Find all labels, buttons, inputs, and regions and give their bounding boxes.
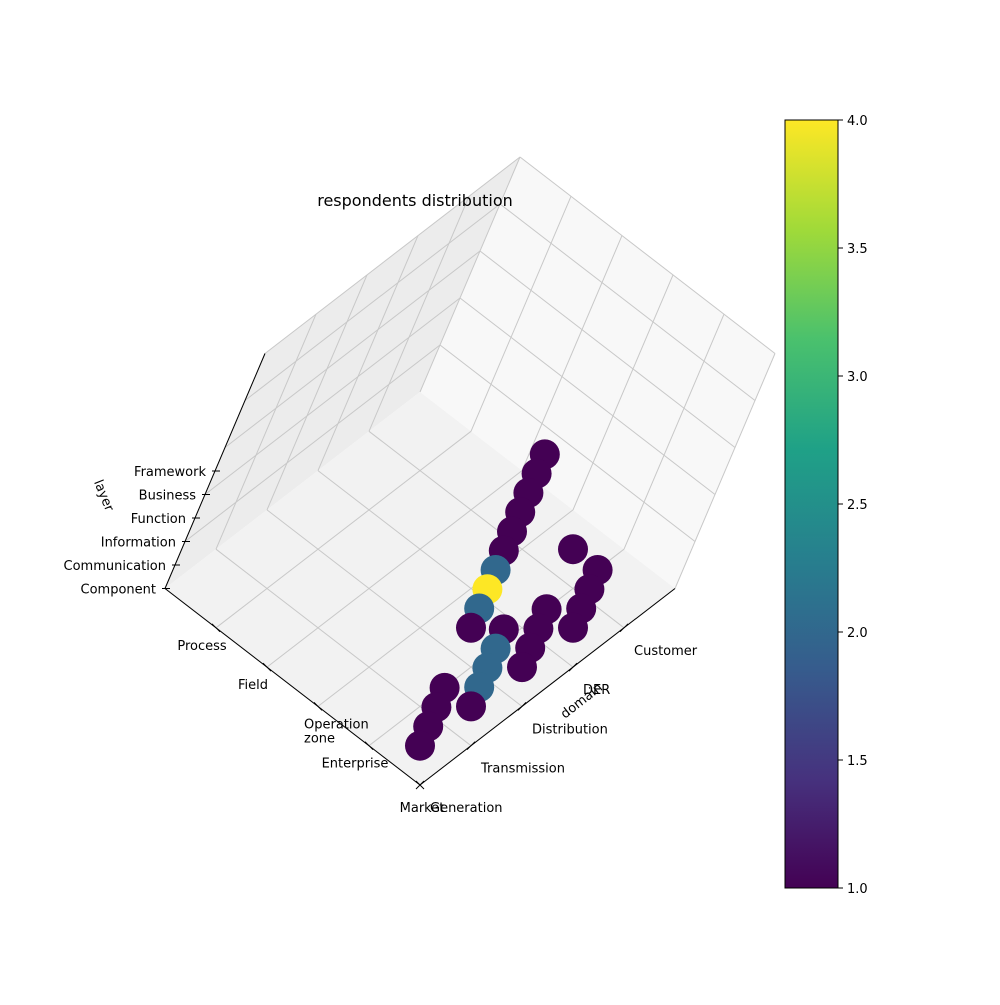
layer-tick-label: Function bbox=[131, 512, 186, 527]
data-point bbox=[405, 730, 435, 761]
back-pane-right bbox=[420, 157, 775, 589]
domain-tick-label: Transmission bbox=[480, 762, 565, 777]
zone-axis-tick bbox=[211, 623, 221, 633]
floor-grid-line bbox=[266, 470, 523, 668]
pane-grid-line bbox=[224, 250, 481, 448]
layer-axis-label: layer bbox=[90, 478, 116, 514]
zone-tick-label: Operation zone bbox=[304, 717, 369, 746]
pane-grid-line bbox=[184, 344, 441, 542]
pane-grid-line bbox=[215, 314, 317, 550]
data-point bbox=[558, 612, 588, 643]
colorbar-tick-label: 2.5 bbox=[847, 498, 868, 513]
pane-grid-line bbox=[470, 196, 572, 432]
pane-grid-line bbox=[521, 235, 623, 471]
colorbar-tick-label: 2.0 bbox=[847, 626, 868, 641]
colorbar-tick-label: 1.5 bbox=[847, 754, 868, 769]
domain-axis-line bbox=[419, 588, 676, 786]
colorbar-tick-label: 3.5 bbox=[847, 242, 868, 257]
zone-tick-label: Field bbox=[238, 678, 268, 693]
data-point bbox=[507, 652, 537, 683]
pane-grid-line bbox=[317, 235, 419, 471]
tick-labels: Process Field Operation zone Enterprise Marke… bbox=[64, 465, 698, 816]
domain-axis-tick bbox=[466, 741, 476, 751]
pane-corner-line bbox=[419, 156, 521, 393]
colorbar-tick-label: 3.0 bbox=[847, 370, 868, 385]
domain-axis-tick bbox=[517, 702, 527, 711]
pane-grid-line bbox=[244, 203, 501, 401]
pane-grid-line bbox=[459, 297, 716, 495]
zone-tick-label: Process bbox=[177, 639, 227, 654]
zone-axis-tick bbox=[364, 741, 374, 751]
zone-axis-tick bbox=[313, 702, 323, 711]
domain-axis-label: domain bbox=[558, 680, 606, 722]
data-point bbox=[456, 612, 486, 643]
domain-tick-label: Distribution bbox=[532, 722, 608, 737]
chart-title: respondents distribution bbox=[317, 191, 513, 210]
zone-axis-tick bbox=[262, 662, 272, 672]
layer-tick-label: Framework bbox=[134, 465, 206, 480]
floor-grid-line bbox=[317, 509, 574, 707]
zone-tick-label: Market bbox=[400, 801, 445, 816]
pane-grid-line bbox=[204, 297, 461, 495]
pane-grid-line bbox=[439, 344, 696, 542]
back-pane-left bbox=[165, 157, 520, 589]
data-points bbox=[405, 439, 613, 761]
pane-grid-line bbox=[674, 353, 776, 589]
floor-grid-line bbox=[215, 430, 472, 629]
pane-grid-line bbox=[572, 274, 674, 511]
colorbar-tick-label: 4.0 bbox=[847, 114, 868, 129]
pane-grid-line bbox=[368, 196, 470, 432]
pane-grid-line bbox=[479, 250, 736, 448]
domain-axis-tick bbox=[568, 662, 578, 672]
colorbar: 1.0 1.5 2.0 2.5 3.0 3.5 4.0 bbox=[784, 114, 868, 897]
colorbar-tick-label: 1.0 bbox=[847, 882, 868, 897]
zone-axis-line bbox=[164, 588, 421, 786]
zone-tick-label: Enterprise bbox=[322, 757, 389, 772]
pane-grid-line bbox=[266, 274, 368, 511]
axis-lines bbox=[162, 353, 676, 790]
layer-tick-label: Component bbox=[81, 583, 156, 598]
pane-grid-line bbox=[264, 156, 521, 354]
domain-axis-tick bbox=[415, 780, 425, 790]
data-point bbox=[456, 691, 486, 722]
pane-grid-line bbox=[499, 203, 756, 401]
data-point bbox=[558, 534, 588, 565]
domain-tick-label: Generation bbox=[430, 801, 503, 816]
domain-tick-label: DER bbox=[583, 683, 610, 698]
domain-axis-tick bbox=[619, 623, 629, 633]
pane-grid-line bbox=[519, 156, 776, 354]
colorbar-gradient bbox=[784, 119, 839, 889]
layer-tick-label: Information bbox=[101, 536, 176, 551]
pane-grid-line bbox=[623, 314, 725, 550]
layer-tick-label: Business bbox=[139, 489, 197, 504]
layer-tick-label: Communication bbox=[64, 559, 166, 574]
domain-tick-label: Customer bbox=[634, 644, 698, 659]
